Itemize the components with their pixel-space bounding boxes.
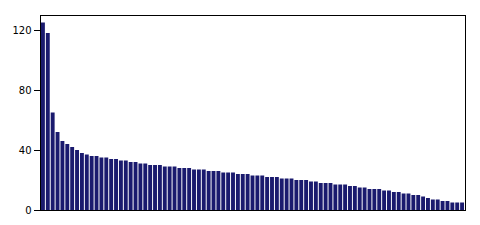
svg-text:120: 120 [12, 25, 31, 36]
svg-text:80: 80 [19, 85, 32, 96]
svg-text:0: 0 [25, 205, 31, 216]
svg-text:40: 40 [19, 145, 32, 156]
